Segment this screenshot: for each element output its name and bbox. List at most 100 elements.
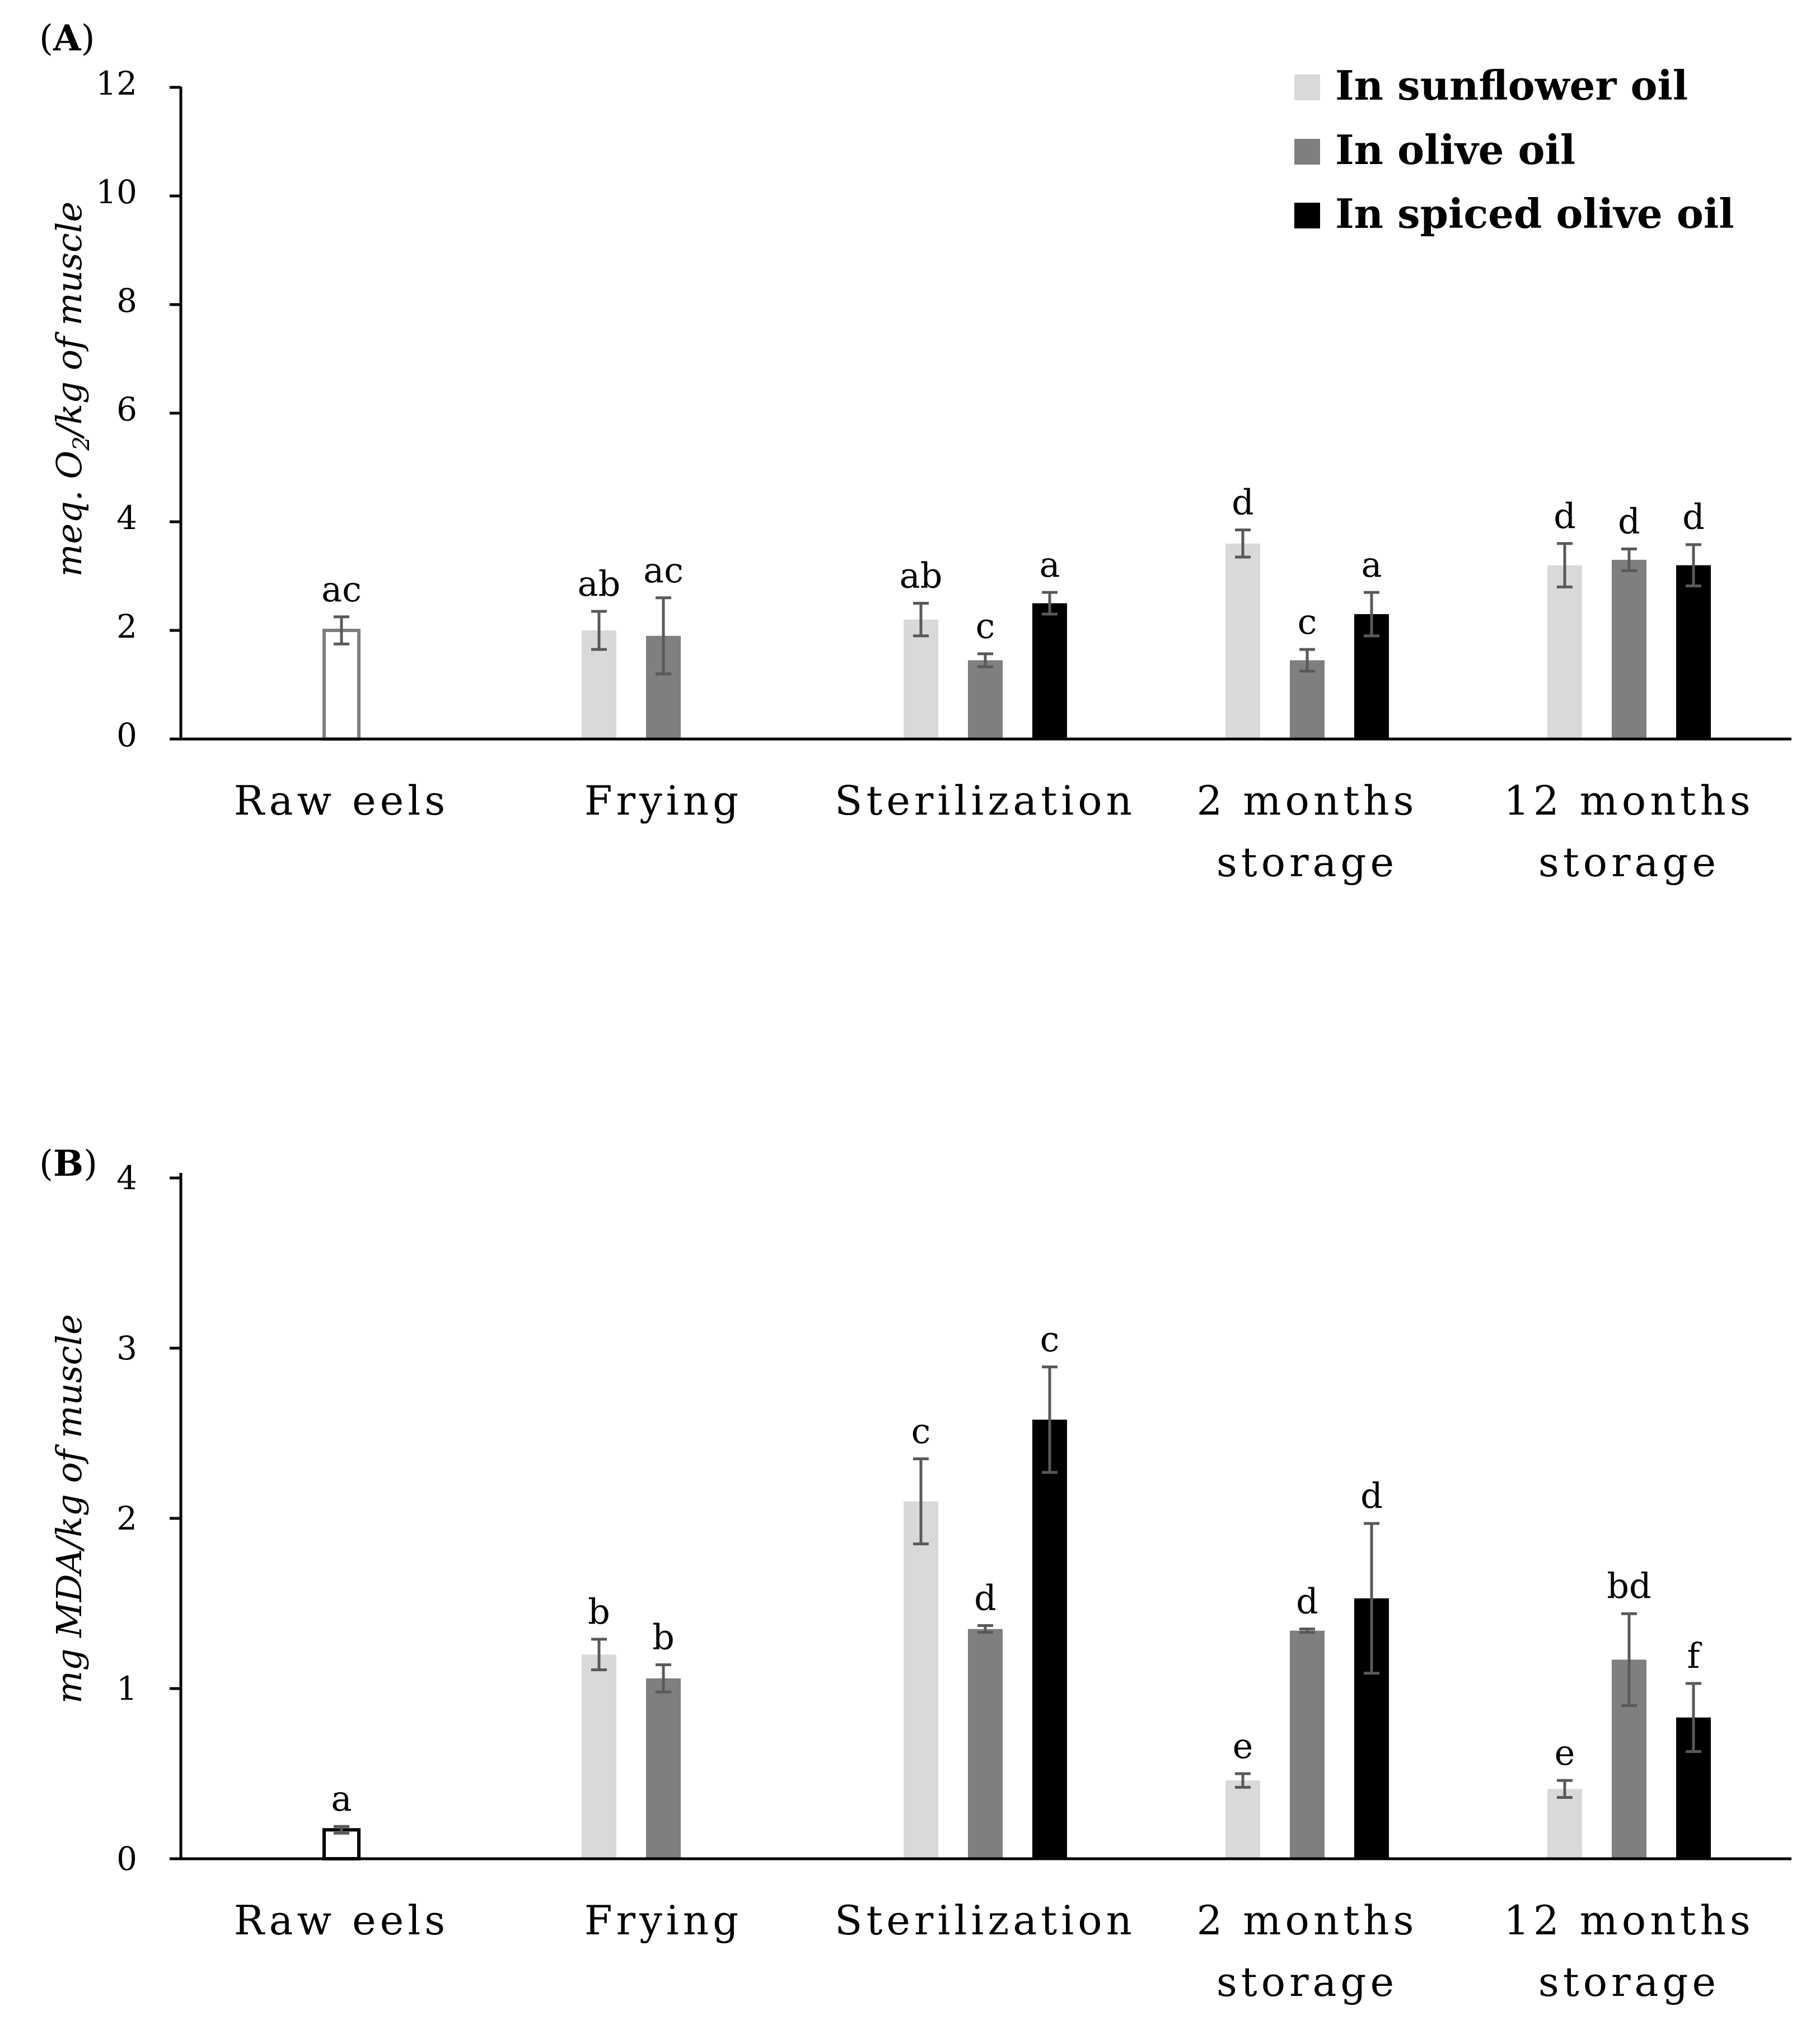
panel-b-errorbar-12-months-storage-sunflower: [1557, 1779, 1573, 1799]
panel-a-cat-12-months: 12 months: [1504, 777, 1755, 824]
panel-b-errorbar-2-months-storage-sunflower: [1235, 1772, 1251, 1789]
legend-label-spiced: In spiced olive oil: [1335, 190, 1734, 237]
panel-b-bar-frying-olive: [646, 1678, 681, 1859]
panel-b-ytick-2: 2: [116, 1499, 137, 1537]
panel-a-ytick-8: 8: [116, 282, 137, 320]
panel-b-bar-sterilization-spiced: [1032, 1419, 1067, 1859]
panel-a-bar-12-months-storage-sunflower: [1547, 565, 1582, 739]
panel-a-sig-label-frying-olive: ac: [643, 550, 684, 591]
panel-b-sig-label-sterilization-sunflower: c: [911, 1411, 931, 1452]
panel-a-categories: Raw eels Frying Sterilization 2 months s…: [234, 777, 1755, 886]
panel-a-sig-label-sterilization-olive: c: [976, 606, 995, 647]
panel-b-sig-label-sterilization-spiced: c: [1040, 1318, 1060, 1359]
panel-a-bar-sterilization-sunflower: [904, 619, 938, 739]
panel-a-errorbar-raw-eels: [334, 615, 349, 646]
panel-b-errorbar-2-months-storage-spiced: [1364, 1522, 1379, 1675]
panel-b-errorbar-frying-sunflower: [591, 1638, 607, 1672]
panel-b-ytick-1: 1: [116, 1670, 137, 1708]
legend-swatch-spiced: [1294, 203, 1320, 228]
panel-b: (B) mg MDA/kg of muscle 0 1 2 3 4 Raw ee…: [39, 1143, 1791, 2005]
panel-b-errorbar-sterilization-olive: [977, 1624, 993, 1634]
panel-b-sig-label-frying-olive: b: [652, 1616, 675, 1657]
panel-a-label: (A): [39, 17, 95, 59]
panel-a-legend: In sunflower oil In olive oil In spiced …: [1294, 62, 1734, 237]
panel-b-y-ticks: 0 1 2 3 4: [116, 1159, 137, 1878]
panel-b-errorbar-sterilization-spiced: [1042, 1365, 1058, 1474]
panel-a-sig-label-12-months-storage-spiced: d: [1682, 497, 1705, 537]
legend-swatch-olive: [1294, 139, 1320, 165]
panel-a-errorbar-12-months-storage-olive: [1621, 548, 1637, 572]
panel-b-sig-label-sterilization-olive: d: [974, 1578, 996, 1619]
panel-b-cat-2-months: 2 months: [1197, 1897, 1418, 1944]
panel-a-errorbar-sterilization-spiced: [1042, 591, 1058, 616]
legend-swatch-sunflower: [1294, 74, 1320, 100]
panel-a-bar-12-months-storage-olive: [1612, 559, 1646, 739]
panel-a-errorbar-sterilization-olive: [977, 652, 993, 668]
panel-b-ytick-0: 0: [116, 1840, 137, 1878]
panel-a-errorbar-frying-sunflower: [591, 610, 607, 651]
panel-b-bar-frying-sunflower: [582, 1654, 616, 1859]
panel-b-sig-label-12-months-storage-sunflower: e: [1555, 1732, 1575, 1773]
panel-a-sig-label-2-months-storage-sunflower: d: [1232, 482, 1254, 523]
panel-b-bar-2-months-storage-sunflower: [1225, 1780, 1260, 1859]
panel-a-cat-2-months: 2 months: [1197, 777, 1418, 824]
panel-a-bar-2-months-storage-olive: [1290, 660, 1325, 739]
panel-a-errorbar-2-months-storage-sunflower: [1235, 529, 1251, 559]
panel-a-errorbar-sterilization-sunflower: [913, 602, 929, 638]
panel-b-errorbar-12-months-storage-spiced: [1686, 1682, 1701, 1753]
panel-a-bar-2-months-storage-sunflower: [1225, 543, 1260, 739]
panel-a-errorbar-2-months-storage-spiced: [1364, 591, 1379, 638]
panel-b-errorbar-12-months-storage-olive: [1621, 1612, 1637, 1707]
panel-a-sig-label-2-months-storage-olive: c: [1298, 601, 1317, 642]
panel-a-y-axis-label: meq. O2/kg of muscle: [49, 202, 95, 577]
panel-b-cat-raw-eels: Raw eels: [234, 1897, 450, 1944]
panel-b-sig-label-2-months-storage-sunflower: e: [1233, 1726, 1253, 1766]
panel-b-errorbar-sterilization-sunflower: [913, 1457, 929, 1546]
panel-b-bar-sterilization-sunflower: [904, 1501, 938, 1859]
legend-label-sunflower: In sunflower oil: [1335, 62, 1688, 109]
panel-a-cat-12-months-storage: storage: [1538, 839, 1720, 886]
panel-a-ytick-0: 0: [116, 716, 137, 754]
panel-a-sig-label-12-months-storage-olive: d: [1618, 501, 1640, 542]
panel-a-cat-sterilization: Sterilization: [835, 777, 1136, 824]
panel-b-sig-label-12-months-storage-spiced: f: [1687, 1635, 1702, 1676]
panel-a-sig-label-2-months-storage-spiced: a: [1362, 544, 1382, 585]
panel-b-categories: Raw eels Frying Sterilization 2 months s…: [234, 1897, 1755, 2005]
panel-b-cat-frying: Frying: [584, 1897, 743, 1944]
panel-a-bar-sterilization-spiced: [1032, 603, 1067, 739]
panel-b-ytick-4: 4: [116, 1159, 137, 1197]
panel-b-errorbar-2-months-storage-olive: [1299, 1628, 1315, 1634]
panel-b-sig-label-12-months-storage-olive: bd: [1607, 1565, 1651, 1606]
panel-b-sig-label-raw-eels: a: [331, 1778, 352, 1819]
panel-a-sig-label-sterilization-spiced: a: [1040, 544, 1060, 585]
panel-b-bar-2-months-storage-olive: [1290, 1630, 1325, 1859]
panel-a-errorbar-12-months-storage-spiced: [1686, 543, 1701, 587]
panel-b-label: (B): [39, 1143, 97, 1185]
panel-a-cat-raw-eels: Raw eels: [234, 777, 450, 824]
panel-a-cat-frying: Frying: [584, 777, 743, 824]
panel-b-cat-12-months: 12 months: [1504, 1897, 1755, 1944]
panel-a-sig-label-frying-sunflower: ab: [578, 563, 621, 604]
panel-a-ytick-4: 4: [116, 499, 137, 537]
panel-a-y-ticks: 0 2 4 6 8 10 12: [96, 64, 137, 754]
panel-b-ytick-3: 3: [116, 1329, 137, 1367]
panel-b-errorbar-raw-eels: [334, 1825, 349, 1835]
panel-a-errorbar-2-months-storage-olive: [1299, 648, 1315, 673]
panel-a-ytick-6: 6: [116, 390, 137, 428]
panel-b-y-tick-marks: [170, 1176, 181, 1860]
panel-a-y-tick-marks: [170, 86, 181, 741]
panel-a-ytick-2: 2: [116, 607, 137, 646]
panel-a-sig-label-12-months-storage-sunflower: d: [1554, 495, 1576, 536]
panel-a: (A) meq. O2/kg of muscle 0 2 4 6 8 10 12…: [39, 17, 1791, 886]
legend-label-olive: In olive oil: [1335, 126, 1575, 174]
panel-a-errorbar-frying-olive: [656, 596, 671, 676]
panel-a-bar-12-months-storage-spiced: [1676, 565, 1711, 739]
panel-a-bar-sterilization-olive: [968, 660, 1003, 739]
panel-a-bar-raw-eels: [322, 629, 361, 741]
panel-b-cat-sterilization: Sterilization: [835, 1897, 1136, 1944]
panel-b-bar-12-months-storage-sunflower: [1547, 1789, 1582, 1859]
panel-b-bar-sterilization-olive: [968, 1629, 1003, 1859]
